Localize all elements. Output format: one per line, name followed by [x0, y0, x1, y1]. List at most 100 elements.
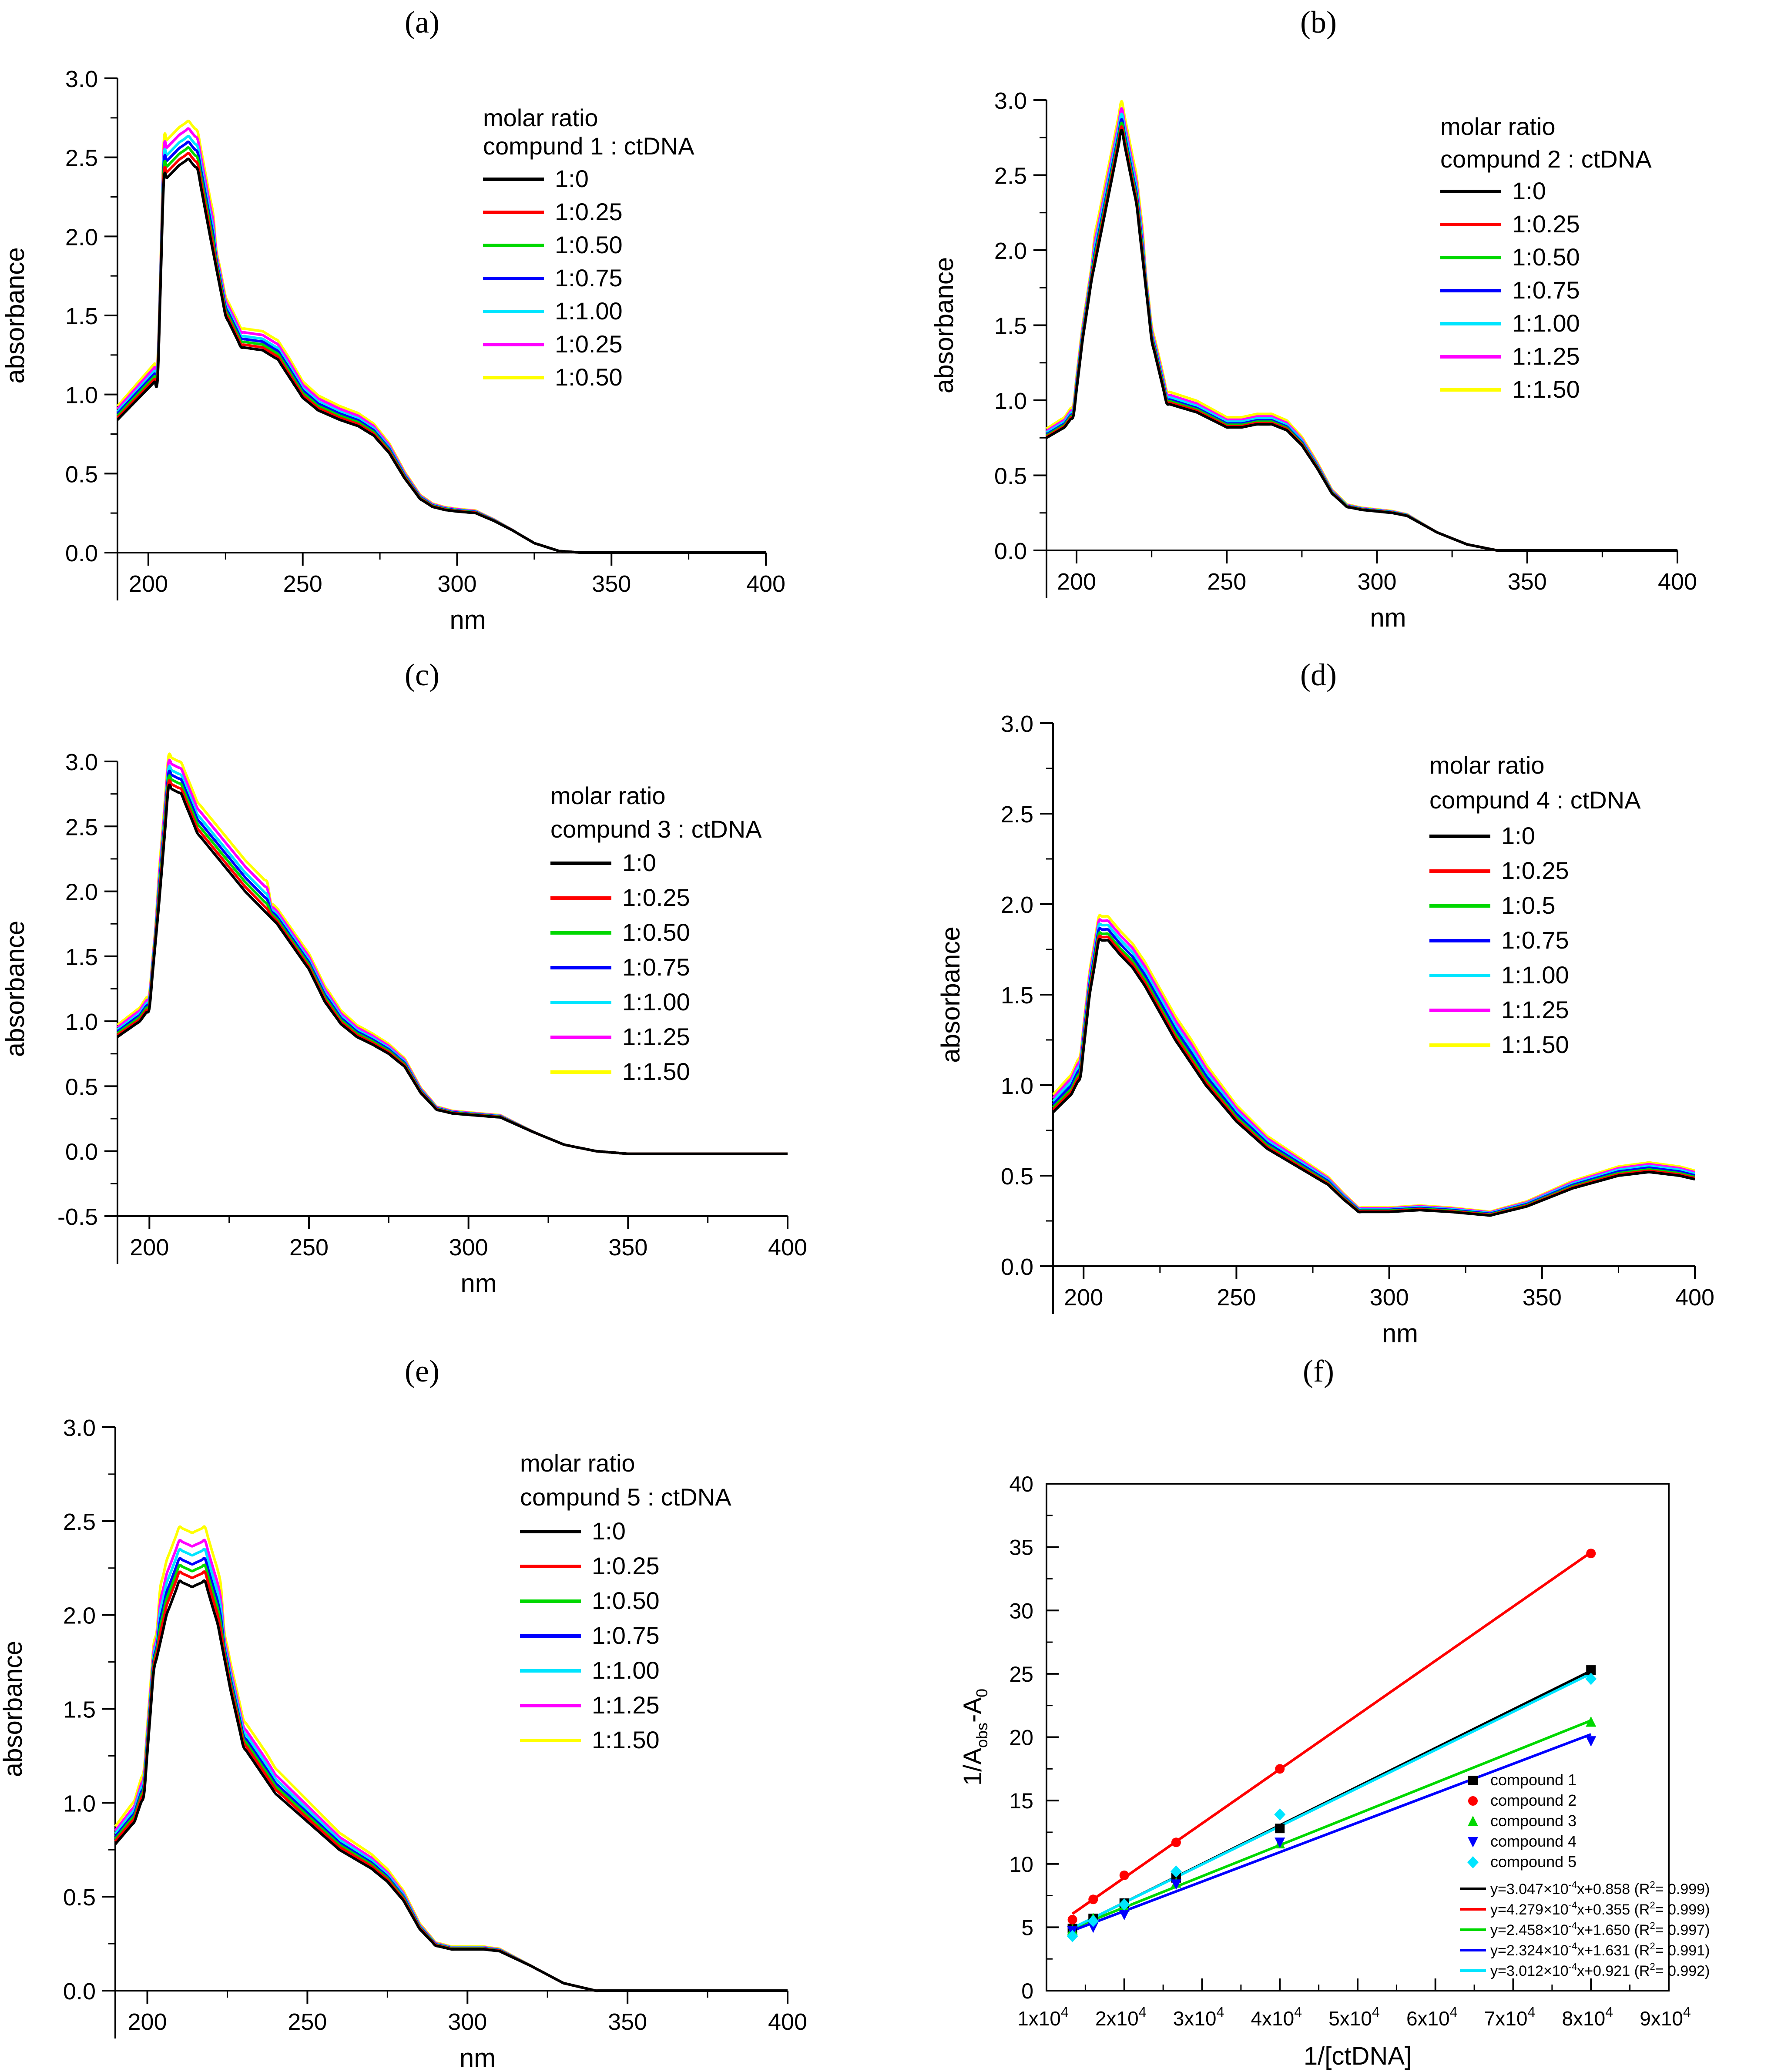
series-line-1 — [1052, 938, 1695, 1217]
y-tick-label: 20 — [1009, 1726, 1033, 1750]
series-line-1 — [117, 784, 788, 1155]
legend-entry: 1:0.75 — [1512, 276, 1580, 304]
x-tick-label: 350 — [592, 571, 631, 597]
spectrum-chart-c: -0.5 0.0 0.5 1.0 1.5 2.0 2.5 3.0 200 250 300 350 400… — [0, 749, 807, 1298]
y-tick-label: 2.0 — [65, 224, 98, 250]
y-axis-label: absorbance — [0, 247, 30, 384]
legend-entry: compound 4 — [1490, 1832, 1576, 1850]
legend-entry: compound 1 — [1490, 1771, 1576, 1789]
legend-title: molar ratio — [483, 104, 598, 131]
x-tick-label: 7x104 — [1484, 2004, 1536, 2030]
x-tick-label: 200 — [1057, 569, 1096, 595]
legend-fit-label-part: x+0.858 (R — [1577, 1881, 1650, 1898]
y-tick-label: 0.0 — [1001, 1254, 1033, 1280]
legend-fit-label-part: 2 — [1650, 1961, 1655, 1972]
x-tick-label: 250 — [283, 571, 322, 597]
data-point-2 — [1275, 1764, 1285, 1774]
series-line-7 — [1052, 914, 1695, 1213]
x-tick-label: 400 — [768, 1234, 807, 1261]
y-axis-label-part: 0 — [973, 1689, 991, 1697]
legend-entry: 1:0 — [1512, 177, 1546, 205]
x-tick-label: 200 — [130, 1234, 169, 1261]
legend-fit-label-part: = 0.991) — [1655, 1942, 1710, 1959]
panel-label-e: (e) — [405, 1354, 439, 1388]
panel-label-a: (a) — [405, 5, 439, 40]
x-tick-label: 300 — [437, 571, 476, 597]
legend-fit-label-part: 2 — [1650, 1941, 1655, 1951]
y-tick-label: 0.0 — [65, 540, 98, 567]
legend-entry: 1:1.00 — [1512, 309, 1580, 337]
legend-entry: 1:1.25 — [622, 1023, 690, 1050]
data-point-5 — [1087, 1914, 1099, 1927]
x-tick-label: 200 — [128, 2009, 167, 2035]
y-tick-label: 10 — [1009, 1852, 1033, 1877]
legend-entry: compound 3 — [1490, 1812, 1576, 1830]
legend-title: molar ratio — [550, 782, 666, 809]
x-tick-exponent: 4 — [1061, 2004, 1069, 2020]
series-line-5 — [1046, 112, 1677, 552]
y-tick-label: 5 — [1021, 1915, 1033, 1940]
y-tick-label: 1.5 — [994, 313, 1027, 339]
y-tick-label: 2.5 — [65, 145, 98, 171]
series-line-6 — [1052, 918, 1695, 1214]
legend-entry: compound 2 — [1490, 1791, 1576, 1809]
x-tick-label: 300 — [1370, 1284, 1409, 1311]
data-point-1 — [1275, 1824, 1285, 1834]
y-tick-label: 1.5 — [1001, 982, 1033, 1009]
x-tick-label: 3x104 — [1173, 2004, 1224, 2030]
data-point-2 — [1067, 1914, 1077, 1924]
x-tick-label: 8x104 — [1562, 2004, 1613, 2030]
x-tick-exponent: 4 — [1605, 2004, 1613, 2020]
x-axis-label: nm — [449, 605, 486, 634]
y-tick-label: 15 — [1009, 1789, 1033, 1813]
y-tick-label: 2.5 — [994, 163, 1027, 189]
legend-title: molar ratio — [1429, 751, 1545, 779]
legend-entry: 1:1.25 — [592, 1691, 660, 1719]
y-tick-label: 1.0 — [1001, 1073, 1033, 1099]
y-tick-label: 3.0 — [1001, 711, 1033, 737]
y-tick-label: 0.0 — [994, 538, 1027, 564]
x-tick-label: 9x104 — [1640, 2004, 1691, 2030]
legend-entry: 1:1.50 — [1501, 1031, 1569, 1058]
x-tick-label: 1x104 — [1017, 2004, 1069, 2030]
series-line-3 — [114, 1563, 788, 1992]
legend-entry: 1:1.25 — [1512, 342, 1580, 370]
y-tick-label: 35 — [1009, 1536, 1033, 1560]
plot-frame — [1046, 1483, 1670, 1992]
series-line-7 — [116, 120, 766, 554]
series-line-1 — [116, 158, 766, 554]
x-tick-label: 400 — [768, 2009, 807, 2035]
legend-entry: 1:1.50 — [1512, 376, 1580, 403]
x-tick-exponent: 4 — [1372, 2004, 1380, 2020]
legend-entry: 1:0 — [622, 849, 656, 876]
y-tick-label: 1.5 — [65, 303, 98, 329]
x-tick-exponent: 4 — [1216, 2004, 1224, 2020]
legend-fit-label: y=2.324×10-4x+1.631 (R2= 0.991) — [1490, 1941, 1710, 1959]
legend-fit-label-part: y=4.279×10 — [1490, 1901, 1569, 1918]
legend-subtitle: compund 2 : ctDNA — [1440, 145, 1652, 173]
y-tick-label: 1.5 — [65, 944, 98, 970]
spectrum-chart-a: 0.0 0.5 1.0 1.5 2.0 2.5 3.0 200 250 300 350 400 nm ab… — [0, 66, 785, 634]
x-tick-exponent: 4 — [1450, 2004, 1458, 2020]
data-point-3 — [1586, 1716, 1597, 1727]
x-axis-label: nm — [1370, 603, 1406, 632]
x-tick-exponent: 4 — [1294, 2004, 1302, 2020]
x-tick-exponent: 4 — [1683, 2004, 1691, 2020]
panel-label-d: (d) — [1300, 657, 1337, 692]
x-tick-label: 400 — [1658, 569, 1697, 595]
legend-entry: 1:1.00 — [555, 297, 623, 325]
data-point-5 — [1170, 1865, 1182, 1878]
y-axis-label: 1/Aobs-A0 — [959, 1689, 991, 1786]
x-axis-label: 1/[ctDNA] — [1304, 2042, 1412, 2070]
legend-entry: 1:0.25 — [1512, 210, 1580, 238]
series-line-2 — [114, 1570, 788, 1992]
y-tick-label: 1.0 — [994, 388, 1027, 414]
x-tick-label: 300 — [449, 1234, 488, 1261]
legend-entry: 1:0.50 — [1512, 243, 1580, 271]
legend-entry: 1:0.25 — [1501, 857, 1569, 884]
y-axis-label-part: -A — [959, 1697, 987, 1723]
y-tick-label: 2.0 — [994, 238, 1027, 264]
y-tick-label: 30 — [1009, 1599, 1033, 1623]
legend-fit-label-part: x+1.631 (R — [1577, 1942, 1650, 1959]
data-point-4 — [1088, 1922, 1099, 1933]
